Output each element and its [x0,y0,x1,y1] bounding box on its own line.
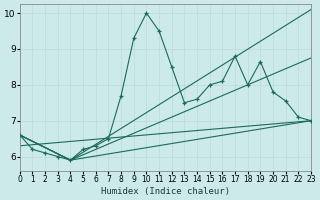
X-axis label: Humidex (Indice chaleur): Humidex (Indice chaleur) [101,187,230,196]
